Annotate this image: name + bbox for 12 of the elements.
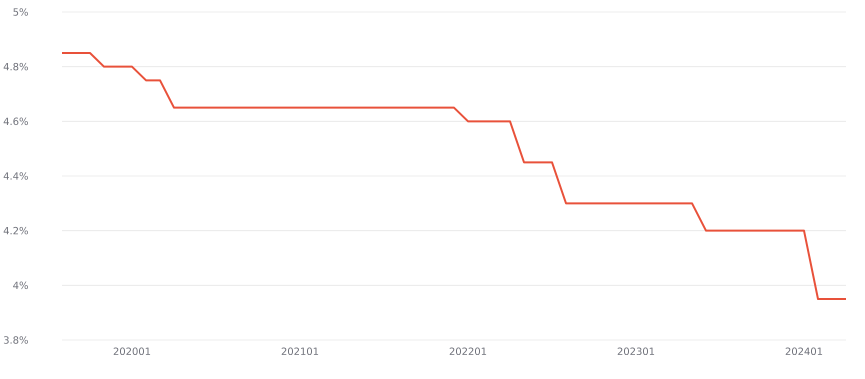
y-tick-label: 4%	[13, 282, 28, 290]
y-tick-label: 4.8%	[4, 62, 28, 70]
x-tick-label: 202201	[450, 348, 486, 356]
y-tick-label: 3.8%	[4, 336, 28, 344]
y-tick-label: 4.6%	[4, 118, 28, 126]
y-tick-label: 4.4%	[4, 172, 28, 180]
y-tick-label: 4.2%	[4, 226, 28, 234]
y-tick-label: 5%	[13, 8, 28, 16]
x-tick-label: 202401	[786, 348, 822, 356]
x-tick-label: 202101	[282, 348, 318, 356]
x-tick-label: 202001	[114, 348, 150, 356]
x-tick-label: 202301	[618, 348, 654, 356]
